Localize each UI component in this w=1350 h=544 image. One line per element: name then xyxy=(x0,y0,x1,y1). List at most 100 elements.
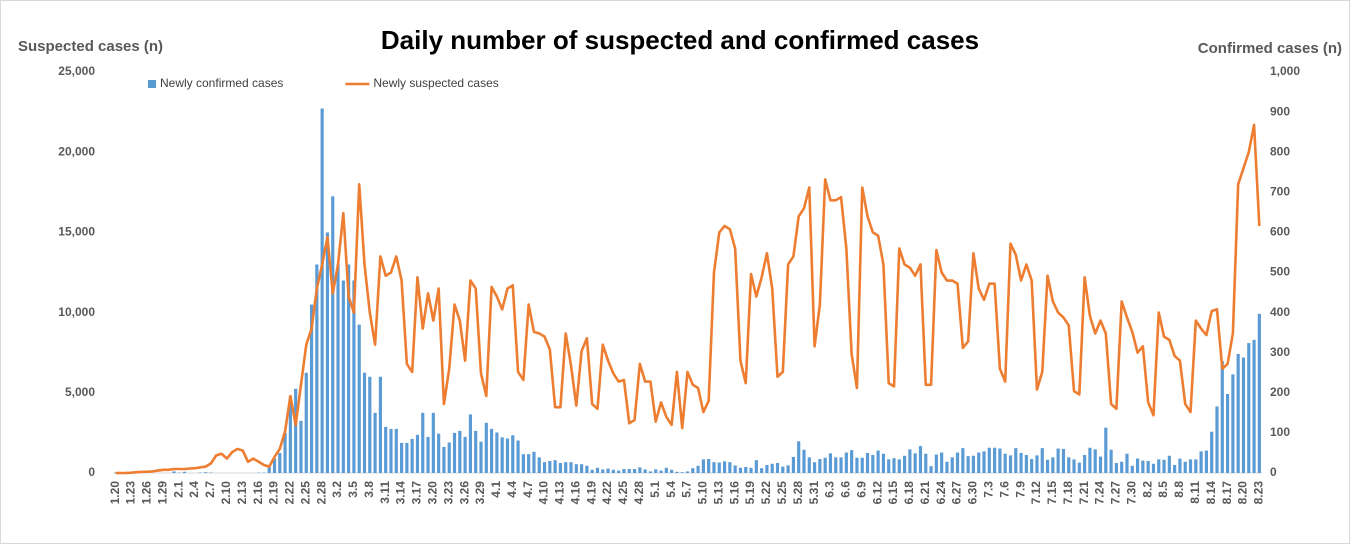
bar xyxy=(204,472,208,473)
bar xyxy=(325,232,330,473)
x-tick-label: 7.18 xyxy=(1061,481,1075,505)
bar xyxy=(977,452,981,473)
bar xyxy=(1236,353,1240,473)
bar xyxy=(855,457,859,473)
bar xyxy=(897,459,901,473)
bar xyxy=(341,280,345,473)
bar xyxy=(892,458,896,473)
y2-tick-label: 100 xyxy=(1270,425,1290,439)
bar xyxy=(627,468,631,473)
x-tick-label: 3.23 xyxy=(441,481,455,505)
bar xyxy=(781,466,785,473)
y2-tick-label: 300 xyxy=(1270,345,1290,359)
x-tick-label: 2.28 xyxy=(314,481,328,505)
x-tick-label: 4.10 xyxy=(537,481,551,505)
x-tick-label: 7.24 xyxy=(1093,481,1107,505)
bar xyxy=(786,465,790,473)
bar xyxy=(913,453,917,473)
bar xyxy=(585,465,589,473)
x-tick-label: 6.30 xyxy=(966,481,980,505)
bar xyxy=(638,467,642,473)
bar xyxy=(1141,460,1145,473)
x-tick-label: 6.15 xyxy=(886,481,900,505)
bar xyxy=(1220,361,1224,473)
bar xyxy=(426,436,430,473)
x-tick-label: 2.13 xyxy=(235,481,249,505)
x-tick-label: 8.17 xyxy=(1220,481,1234,505)
bar xyxy=(622,468,626,473)
bar xyxy=(1008,455,1013,473)
bar xyxy=(632,468,637,473)
bar xyxy=(511,435,515,473)
bar xyxy=(278,452,282,473)
bar xyxy=(876,450,880,473)
bar xyxy=(1151,463,1156,473)
bar xyxy=(495,432,499,473)
y-tick-label: 25,000 xyxy=(58,64,95,78)
bar xyxy=(1077,462,1081,473)
bar xyxy=(1225,394,1230,473)
bar xyxy=(1014,448,1018,473)
bar xyxy=(717,462,721,473)
bar xyxy=(701,459,705,473)
bar xyxy=(1178,458,1182,473)
y2-tick-label: 900 xyxy=(1270,104,1290,118)
bar xyxy=(770,463,774,473)
bar xyxy=(961,448,965,473)
bar xyxy=(643,469,647,473)
x-tick-label: 3.8 xyxy=(362,481,376,498)
x-tick-label: 7.27 xyxy=(1109,481,1123,505)
x-tick-label: 5.25 xyxy=(775,481,789,505)
bar xyxy=(421,412,425,473)
x-tick-label: 4.25 xyxy=(616,481,630,505)
bar xyxy=(1210,431,1214,473)
x-tick-label: 4.4 xyxy=(505,481,519,498)
bar xyxy=(812,462,817,473)
bar xyxy=(1083,454,1087,473)
x-tick-label: 4.16 xyxy=(568,481,582,505)
bar xyxy=(1067,457,1071,473)
bar xyxy=(844,452,848,473)
x-tick-label: 3.2 xyxy=(330,481,344,498)
bar xyxy=(955,452,960,473)
legend-swatch xyxy=(148,80,156,88)
bar xyxy=(1114,462,1118,473)
bar xyxy=(1072,459,1076,473)
bar xyxy=(908,449,912,473)
bar xyxy=(940,452,944,473)
bar xyxy=(924,453,928,473)
y-tick-label: 5,000 xyxy=(65,385,95,399)
x-tick-label: 6.21 xyxy=(918,481,932,505)
bar xyxy=(373,412,377,473)
x-tick-label: 8.20 xyxy=(1236,481,1250,505)
bar xyxy=(744,466,748,473)
x-tick-label: 2.19 xyxy=(267,481,281,505)
x-tick-label: 4.1 xyxy=(489,481,503,498)
bar xyxy=(458,430,462,473)
bar xyxy=(574,464,578,473)
bar xyxy=(1199,451,1203,473)
legend-label: Newly confirmed cases xyxy=(160,76,283,90)
bar xyxy=(1003,453,1007,473)
bar xyxy=(823,457,827,473)
x-tick-label: 5.1 xyxy=(648,481,662,498)
y2-axis-title: Confirmed cases (n) xyxy=(1198,40,1342,57)
x-tick-label: 7.30 xyxy=(1124,481,1138,505)
bar xyxy=(754,460,758,473)
bar xyxy=(553,460,557,473)
bar xyxy=(505,438,510,473)
bar xyxy=(760,468,764,473)
chart-title: Daily number of suspected and confirmed … xyxy=(381,25,979,55)
bar xyxy=(484,422,488,473)
bar xyxy=(336,264,340,473)
bar xyxy=(696,465,700,473)
bar xyxy=(1030,458,1034,473)
bar xyxy=(675,471,679,473)
bar xyxy=(548,460,552,473)
bar xyxy=(410,438,414,473)
bar xyxy=(527,454,531,473)
x-tick-label: 5.28 xyxy=(791,481,805,505)
bar xyxy=(1247,343,1251,473)
bar xyxy=(320,108,324,473)
x-tick-label: 3.17 xyxy=(410,481,424,505)
